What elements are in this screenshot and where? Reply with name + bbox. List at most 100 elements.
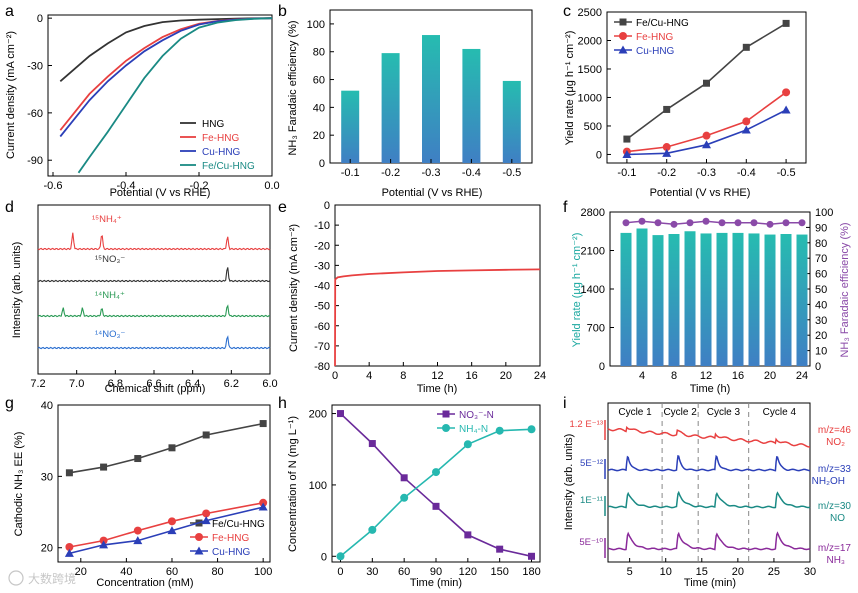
panel-g-legend-label: Cu-HNG xyxy=(212,547,251,558)
panel-f-xtick-label: 20 xyxy=(764,370,776,382)
panel-c-xtick-label: -0.3 xyxy=(697,167,716,179)
panel-b-bar xyxy=(502,80,521,163)
panel-f-right-ytick-label: 90 xyxy=(815,222,827,234)
panel-c-marker-triangle xyxy=(781,105,791,114)
panel-g-marker-square xyxy=(134,455,142,463)
panel-a-series-line-3 xyxy=(77,17,273,174)
panel-e-xlabel: Time (h) xyxy=(417,383,458,395)
panel-d-xtick-label: 7.2 xyxy=(30,378,45,390)
panel-h-marker-circle xyxy=(527,425,536,434)
panel-h-ytick-label: 100 xyxy=(309,480,327,492)
panel-f-bar xyxy=(700,233,712,366)
panel-a-ylabel: Current density (mA cm⁻²) xyxy=(5,31,17,159)
panel-f-fe-marker xyxy=(798,219,806,227)
panel-a-xlabel: Potential (V vs RHE) xyxy=(110,187,211,199)
panel-d-xtick-label: 6.8 xyxy=(108,378,123,390)
panel-g-series-line-1 xyxy=(69,502,264,548)
panel-h-series-line-1 xyxy=(339,428,532,557)
panel-f-ylabel: Yield rate (μg h⁻¹ cm⁻²) xyxy=(571,233,583,348)
panel-b-bar xyxy=(381,53,400,164)
panel-g-legend-label: Fe/Cu-HNG xyxy=(212,519,265,530)
panel-h-marker-square xyxy=(336,410,344,418)
panel-h-xlabel: Time (min) xyxy=(410,577,462,589)
panel-e-xtick-label: 12 xyxy=(431,370,443,382)
panel-letter-d: d xyxy=(5,199,14,216)
panel-d-spectrum-1 xyxy=(37,267,271,283)
panel-c-ytick-label: 1000 xyxy=(578,92,602,104)
panel-b-xtick-label: -0.2 xyxy=(381,167,400,179)
panel-b-ytick-label: 40 xyxy=(313,102,325,114)
panel-h-marker-circle xyxy=(336,552,345,561)
panel-h-xtick-label: 180 xyxy=(522,566,540,578)
panel-c-marker-triangle xyxy=(702,140,711,149)
panel-i-scale-label: 5E⁻¹² xyxy=(580,458,603,469)
panel-g-series-line-0 xyxy=(69,422,264,474)
panel-g-marker-circle xyxy=(202,509,211,518)
panel-c-ytick-label: 1500 xyxy=(578,64,602,76)
panel-h-marker-square xyxy=(464,531,472,539)
panel-h-marker-circle xyxy=(495,426,504,435)
panel-i-cycle-label: Cycle 4 xyxy=(763,407,797,418)
panel-g-xtick-label: 20 xyxy=(75,566,87,578)
panel-a-xtick-label: -0.4 xyxy=(117,180,136,192)
panel-c-legend-label: Fe/Cu-HNG xyxy=(636,18,689,29)
panel-c-ytick-label: 2000 xyxy=(578,35,602,47)
panel-i-xtick-label: 30 xyxy=(804,566,816,578)
panel-f-xtick-label: 4 xyxy=(639,370,645,382)
panel-a-ytick-label: 0 xyxy=(37,13,43,25)
panel-c: 0 500 1000 1500 2000 2500 -0.1 -0.2 -0.3 -0.4 -0.5… xyxy=(564,7,807,199)
panel-c-xtick-label: -0.2 xyxy=(657,167,676,179)
panel-h-xtick-label: 90 xyxy=(430,566,442,578)
panel-h-legend-label: NH₄-N xyxy=(459,424,488,435)
panel-f-fe-marker xyxy=(734,219,742,227)
panel-b-xtick-label: -0.3 xyxy=(422,167,441,179)
panel-g-xtick-label: 100 xyxy=(254,566,272,578)
panel-c-marker-square xyxy=(782,19,790,27)
panel-letter-b: b xyxy=(278,3,287,20)
panel-d-species-label: ¹⁵NO₃⁻ xyxy=(95,254,125,265)
panel-c-legend-marker-square xyxy=(619,18,627,26)
panel-a-legend-label: Fe-HNG xyxy=(202,133,239,144)
panel-g-marker-square xyxy=(259,420,267,428)
panel-c-legend-label: Fe-HNG xyxy=(636,32,673,43)
panel-f-xlabel: Time (h) xyxy=(690,383,731,395)
panel-i-scale-label: 1E⁻¹¹ xyxy=(580,495,603,506)
panel-a: -0.6 -0.4 -0.2 0.0 0 -30 -60 -90 HNG Fe-HNG Cu-HNG… xyxy=(5,13,280,199)
panel-f-right-ytick-label: 20 xyxy=(815,330,827,342)
panel-d: 7.2 7.0 6.8 6.6 6.4 6.2 6.0 ¹⁵NH₄⁺ ¹⁵NO₃⁻ ¹⁴NH₄⁺ ¹… xyxy=(11,204,278,395)
panel-d-xtick-label: 7.0 xyxy=(69,378,84,390)
panel-e-xtick-label: 24 xyxy=(534,370,546,382)
panel-g-xlabel: Concentration (mM) xyxy=(96,577,193,589)
panel-h-marker-square xyxy=(528,552,536,560)
panel-c-ylabel: Yield rate (μg h⁻¹ cm⁻²) xyxy=(564,31,576,146)
panel-f-bar xyxy=(684,231,696,366)
watermark-text: 大数跨境 xyxy=(28,571,76,586)
panel-b-ytick-label: 60 xyxy=(313,75,325,87)
panel-f-xtick-label: 24 xyxy=(796,370,808,382)
panel-i-ylabel: Intensity (arb. units) xyxy=(563,434,575,531)
panel-i-mz-label: m/z=46 xyxy=(818,425,852,436)
panel-i-cycle-label: Cycle 1 xyxy=(618,407,652,418)
panel-h-xtick-label: 0 xyxy=(337,566,343,578)
panel-i-mz-label: m/z=30 xyxy=(818,501,852,512)
panel-f-fe-marker xyxy=(670,220,678,228)
panel-d-species-label: ¹⁴NH₄⁺ xyxy=(95,290,125,301)
panel-i-xtick-label: 15 xyxy=(696,566,708,578)
panel-e: 0 4 8 12 16 20 24 0 -10 -20 -30 -40 -50 -60 -70 -80 Curr… xyxy=(288,200,546,395)
panel-f-ytick-label: 0 xyxy=(599,361,605,373)
panel-f-right-ytick-label: 100 xyxy=(815,207,833,219)
panel-f-right-ytick-label: 60 xyxy=(815,269,827,281)
panel-a-legend-label: Fe/Cu-HNG xyxy=(202,161,255,172)
panel-c-marker-triangle xyxy=(622,149,632,158)
panel-g-ytick-label: 20 xyxy=(41,543,53,555)
panel-d-spectrum-2 xyxy=(37,304,271,318)
panel-f-ytick-label: 700 xyxy=(587,323,605,335)
panel-h-ylabel: Concentration of N (mg L⁻¹) xyxy=(287,416,299,552)
panel-b-ytick-label: 20 xyxy=(313,130,325,142)
panel-g-marker-triangle xyxy=(64,548,74,557)
panel-c-legend-marker-triangle xyxy=(618,45,628,54)
panel-f-bar xyxy=(780,234,792,366)
panel-f-right-ytick-label: 0 xyxy=(815,361,821,373)
panel-i-mz-label: m/z=17 xyxy=(818,543,852,554)
